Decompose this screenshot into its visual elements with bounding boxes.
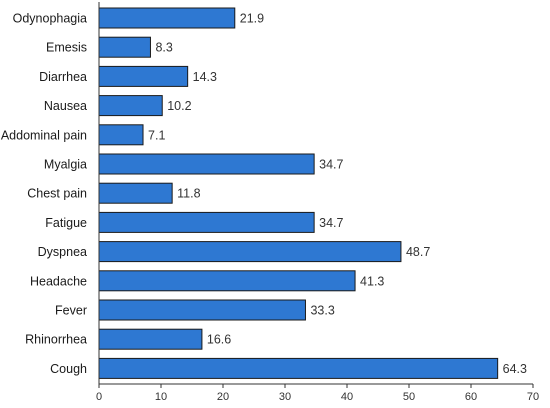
bar: [98, 36, 151, 58]
x-tick-label: 50: [403, 391, 415, 403]
data-label: 34.7: [319, 216, 343, 230]
data-label: 33.3: [310, 304, 334, 318]
bar: [98, 357, 499, 379]
category-label: Odynophagia: [13, 12, 87, 26]
category-label: Diarrhea: [39, 70, 87, 84]
data-label: 7.1: [148, 128, 165, 142]
data-label: 34.7: [319, 158, 343, 172]
bar: [98, 241, 402, 263]
bar: [98, 328, 203, 350]
data-label: 16.6: [207, 333, 231, 347]
category-label: Fever: [55, 304, 87, 318]
x-tick-label: 60: [465, 391, 477, 403]
data-label: 10.2: [167, 99, 191, 113]
bar: [98, 182, 173, 204]
data-label: 64.3: [503, 362, 527, 376]
value-labels: 21.9 8.3 14.3 10.2 7.1 34.7 11.8 34.7 48.7 41.3 33…: [148, 12, 527, 376]
category-labels: Odynophagia Emesis Diarrhea Nausea Addominal…: [1, 12, 87, 376]
x-axis: 0 10 20 30 40 50 60 70: [96, 2, 539, 403]
category-label: Chest pain: [27, 187, 87, 201]
bars: [98, 7, 499, 379]
x-tick-label: 10: [155, 391, 167, 403]
category-label: Myalgia: [44, 158, 87, 172]
category-label: Nausea: [44, 99, 87, 113]
bar: [98, 211, 315, 233]
category-label: Addominal pain: [1, 128, 87, 142]
bar: [98, 299, 306, 321]
bar: [98, 124, 144, 146]
data-label: 41.3: [360, 274, 384, 288]
x-tick-label: 40: [341, 391, 353, 403]
data-label: 21.9: [240, 12, 264, 26]
category-label: Emesis: [46, 41, 87, 55]
category-label: Cough: [50, 362, 87, 376]
bar: [98, 270, 356, 292]
category-label: Dyspnea: [38, 245, 87, 259]
data-label: 14.3: [193, 70, 217, 84]
bar: [98, 95, 163, 117]
data-label: 8.3: [155, 41, 172, 55]
bar: [98, 7, 236, 29]
data-label: 48.7: [406, 245, 430, 259]
x-tick-label: 70: [527, 391, 539, 403]
category-label: Rhinorrhea: [25, 333, 87, 347]
x-tick-label: 20: [217, 391, 229, 403]
x-tick-label: 30: [279, 391, 291, 403]
bar: [98, 65, 189, 87]
bar: [98, 153, 315, 175]
x-tick-label: 0: [96, 391, 102, 403]
category-label: Fatigue: [45, 216, 87, 230]
category-label: Headache: [30, 274, 87, 288]
data-label: 11.8: [177, 187, 200, 201]
